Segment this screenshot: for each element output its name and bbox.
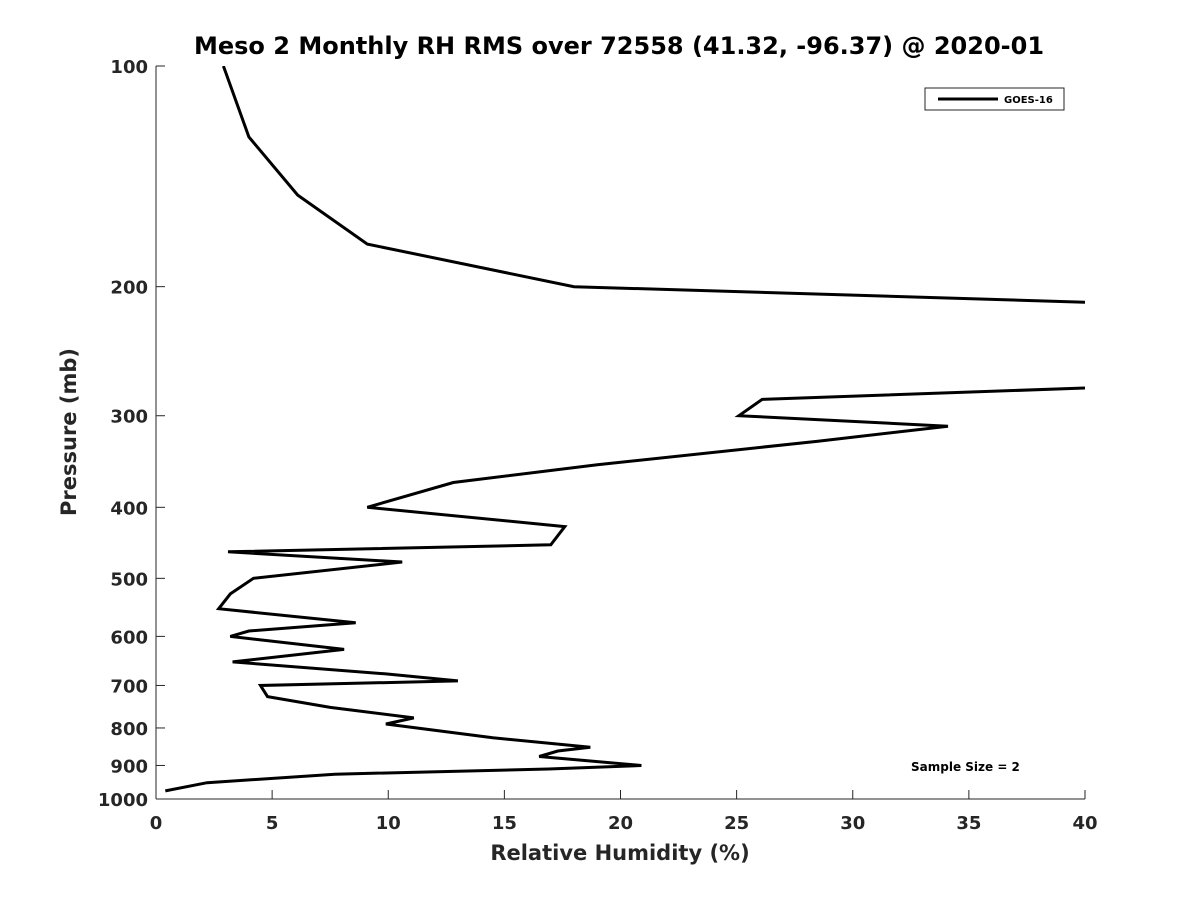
sample-size-annotation: Sample Size = 2 (911, 760, 1020, 774)
y-tick-label: 400 (110, 498, 148, 519)
x-tick-label: 35 (956, 813, 981, 834)
x-tick-label: 10 (376, 813, 401, 834)
y-tick-label: 300 (110, 407, 148, 428)
y-axis-label: Pressure (mb) (57, 348, 81, 516)
y-tick-label: 500 (110, 569, 148, 590)
y-tick-label: 100 (110, 57, 148, 78)
x-tick-label: 30 (840, 813, 865, 834)
chart-title: Meso 2 Monthly RH RMS over 72558 (41.32,… (194, 32, 1044, 60)
y-tick-label: 700 (110, 676, 148, 697)
plot-area (155, 66, 1085, 800)
y-tick-label: 200 (110, 278, 148, 299)
y-tick-label: 900 (110, 756, 148, 777)
series-line-goes-16 (165, 66, 1085, 793)
legend-label-goes-16: GOES-16 (1004, 95, 1053, 106)
y-tick-label: 1000 (98, 790, 148, 811)
x-tick-label: 25 (724, 813, 749, 834)
y-tick-label: 600 (110, 627, 148, 648)
y-axis-ticks: 100 200 300 400 500 600 700 800 900 1000 (98, 57, 165, 811)
x-tick-label: 20 (608, 813, 633, 834)
legend: GOES-16 (924, 87, 1065, 111)
x-tick-label: 5 (266, 813, 279, 834)
x-tick-label: 0 (150, 813, 163, 834)
x-axis-ticks: 0 5 10 15 20 25 30 35 40 (150, 790, 1098, 834)
y-tick-label: 800 (110, 719, 148, 740)
x-axis-label: Relative Humidity (%) (490, 841, 749, 865)
x-tick-label: 15 (492, 813, 517, 834)
x-tick-label: 40 (1072, 813, 1097, 834)
